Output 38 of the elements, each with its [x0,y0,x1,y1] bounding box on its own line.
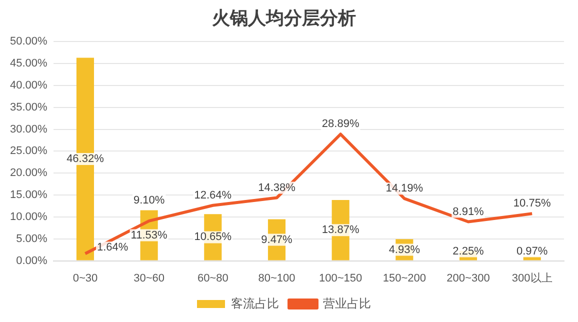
y-tick-label: 5.00% [16,232,48,245]
x-tick-label: 0~30 [72,272,98,284]
data-label: 0.97% [516,245,548,258]
chart-title: 火锅人均分层分析 [211,8,356,28]
y-tick-label: 0.00% [16,254,48,267]
legend-label: 客流占比 [231,296,279,310]
y-tick-label: 40.00% [10,79,48,92]
data-label: 14.19% [386,182,424,195]
x-tick-label: 80~100 [258,272,296,284]
x-tick-label: 30~60 [134,272,165,284]
data-label: 4.93% [388,244,420,256]
legend-label: 营业占比 [323,296,371,310]
data-label: 10.65% [194,231,232,244]
x-tick-label: 150~200 [382,272,426,284]
y-tick-label: 35.00% [10,101,48,114]
data-label: 12.64% [194,189,232,202]
x-tick-label: 200~300 [446,272,490,284]
y-tick-label: 30.00% [10,123,48,136]
data-label: 11.53% [130,229,168,242]
x-tick-label: 300以上 [512,271,552,284]
data-label: 10.75% [513,198,551,210]
y-tick-label: 20.00% [10,167,48,180]
x-tick-label: 100~150 [319,272,362,284]
data-label: 1.64% [96,242,128,254]
data-label: 9.47% [261,234,293,246]
x-tick-label: 60~80 [197,272,228,284]
y-tick-label: 25.00% [10,145,48,158]
y-tick-label: 50.00% [10,36,48,48]
data-label: 8.91% [452,206,484,218]
data-label: 14.38% [258,182,296,194]
data-label: 28.89% [322,118,360,130]
data-label: 9.10% [133,194,165,206]
data-label: 46.32% [66,153,104,166]
data-label: 2.25% [452,245,484,258]
data-label: 13.87% [322,224,360,236]
y-tick-label: 10.00% [10,210,48,223]
y-tick-label: 15.00% [10,189,48,202]
y-tick-label: 45.00% [10,58,48,70]
